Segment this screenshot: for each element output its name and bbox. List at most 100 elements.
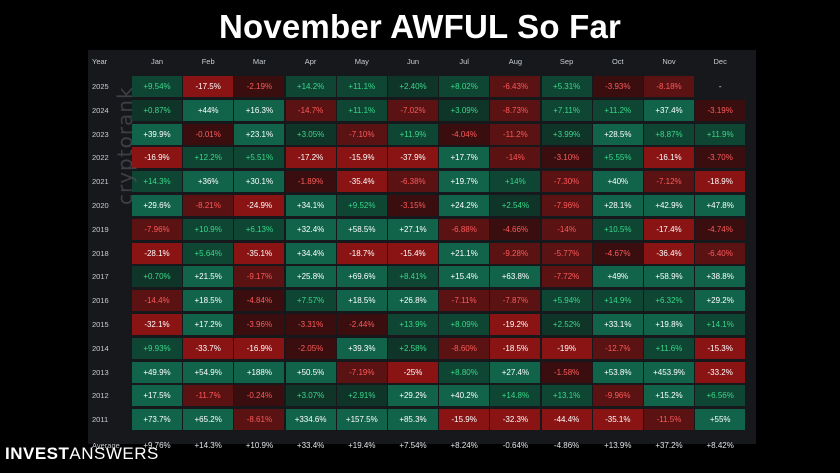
return-cell: +2.91% (336, 385, 387, 407)
table-row: 2024 +0.87% +44% +16.3% -14.7% +11.1% -7.02% +3… (88, 99, 756, 121)
return-cell: +36% (183, 171, 234, 193)
return-cell: +0.70% (132, 266, 182, 288)
return-cell: +3.09% (439, 99, 490, 121)
average-cell: +14.3% (194, 441, 222, 450)
return-cell: -18.9% (695, 171, 746, 193)
return-cell: -3.93% (592, 76, 643, 97)
table-row: 2019 -7.96% +10.9% +6.13% +32.4% +58.5% +27.1%… (88, 218, 756, 240)
return-cell: -3.31% (285, 314, 336, 335)
return-cell: -3.96% (234, 314, 285, 335)
year-label: 2013 (92, 367, 109, 377)
return-cell: +13.9% (388, 314, 438, 335)
return-cell: +49.9% (132, 361, 182, 383)
return-cell: -2.05% (285, 337, 336, 359)
return-cell: +14.1% (695, 314, 746, 335)
return-cell: +50.5% (285, 361, 336, 383)
return-cell: +44% (183, 99, 234, 121)
return-cell: +23.1% (234, 123, 285, 145)
return-cell: +14.9% (592, 290, 643, 312)
return-cell: +28.1% (592, 195, 643, 216)
return-cell: +2.58% (388, 337, 438, 359)
month-header-feb: Feb (201, 57, 215, 66)
return-cell: +29.2% (695, 290, 746, 312)
year-label: 2024 (92, 105, 109, 115)
return-cell: -2.44% (336, 314, 387, 335)
page-title: November AWFUL So Far (218, 8, 622, 45)
return-cell: +5.55% (592, 147, 643, 169)
return-cell: -32.1% (132, 314, 182, 335)
return-cell: -19% (541, 337, 592, 359)
return-cell: -35.1% (234, 242, 285, 264)
return-cell: -37.9% (388, 147, 438, 169)
return-cell: -7.30% (541, 171, 592, 193)
return-cell: -16.9% (234, 337, 285, 359)
return-cell: -3.70% (695, 147, 746, 169)
average-cell: -4.86% (553, 441, 580, 450)
table-row: 2015 -32.1% +17.2% -3.96% -3.31% -2.44% +13.9%… (88, 314, 756, 335)
return-cell: -4.67% (592, 242, 643, 264)
return-cell: +11.1% (336, 76, 387, 97)
return-cell: +3.99% (541, 123, 592, 145)
month-header-oct: Oct (611, 57, 624, 66)
average-cell: +8.24% (450, 441, 478, 450)
return-cell: +63.8% (490, 266, 541, 288)
return-cell: -7.10% (336, 123, 387, 145)
return-cell: -1.58% (541, 361, 592, 383)
return-cell: -6.88% (439, 218, 490, 240)
return-cell: -5.77% (541, 242, 592, 264)
average-row: Average +9.76% +14.3% +10.9% +33.4% +19.4% +7.… (88, 435, 756, 456)
return-cell: -12.7% (592, 337, 643, 359)
return-cell: -7.19% (336, 361, 387, 383)
table-row: 2021 +14.3% +36% +30.1% -1.89% -35.4% -6.38% +1… (88, 171, 756, 193)
return-cell: +18.5% (336, 290, 387, 312)
return-cell: -24.9% (234, 195, 285, 216)
return-cell: +21.5% (183, 266, 234, 288)
year-label: 2011 (92, 415, 109, 425)
return-cell: -3.10% (541, 147, 592, 169)
month-header-may: May (354, 57, 369, 66)
return-cell: -6.43% (490, 76, 541, 97)
return-cell: -16.9% (132, 147, 182, 169)
return-cell: +17.5% (132, 385, 182, 407)
investanswers-logo: INVESTANSWERS (5, 444, 159, 464)
return-cell: +3.05% (285, 123, 336, 145)
return-cell: -9.17% (234, 266, 285, 288)
return-cell: -9.96% (592, 385, 643, 407)
return-cell: +53.8% (592, 361, 643, 383)
return-cell: +6.13% (234, 218, 285, 240)
table-row: 2020 +29.6% -8.21% -24.9% +34.1% +9.52% -3.15%… (88, 195, 756, 216)
return-cell: -15.4% (388, 242, 438, 264)
month-header-apr: Apr (304, 57, 317, 66)
return-cell: +18.5% (183, 290, 234, 312)
return-cell: -17.5% (183, 76, 234, 97)
return-cell: -36.4% (644, 242, 694, 264)
table-row: 2023 +39.9% -0.01% +23.1% +3.05% -7.10% +11.9%… (88, 123, 756, 145)
return-cell: +0.87% (132, 99, 182, 121)
return-cell: +334.6% (285, 409, 336, 431)
return-cell: +40% (592, 171, 643, 193)
return-cell: +85.3% (388, 409, 438, 431)
return-cell: -3.15% (388, 195, 438, 216)
month-header-nov: Nov (662, 57, 676, 66)
return-cell: +21.1% (439, 242, 490, 264)
return-cell: +2.52% (541, 314, 592, 335)
average-cell: +37.2% (655, 441, 683, 450)
return-cell: -35.4% (336, 171, 387, 193)
return-cell: +58.9% (644, 266, 694, 288)
average-cell: +19.4% (348, 441, 376, 450)
return-cell: -18.7% (336, 242, 387, 264)
return-cell: -15.9% (439, 409, 490, 431)
year-label: 2018 (92, 248, 109, 258)
return-cell: +14.3% (132, 171, 182, 193)
year-label: 2015 (92, 320, 109, 329)
average-cell: +10.9% (245, 441, 274, 450)
year-label: 2017 (92, 272, 109, 282)
return-cell: +39.9% (132, 123, 182, 145)
return-cell: -4.66% (490, 218, 541, 240)
return-cell: -1.89% (285, 171, 336, 193)
return-cell: -16.1% (644, 147, 694, 169)
monthly-returns-heatmap: Year Jan Feb Mar Apr May Jun Jul Aug Sep Oct Nov De… (88, 50, 756, 450)
return-cell: +10.5% (592, 218, 643, 240)
year-column-header: Year (92, 57, 108, 66)
return-cell: -8.73% (490, 99, 541, 121)
